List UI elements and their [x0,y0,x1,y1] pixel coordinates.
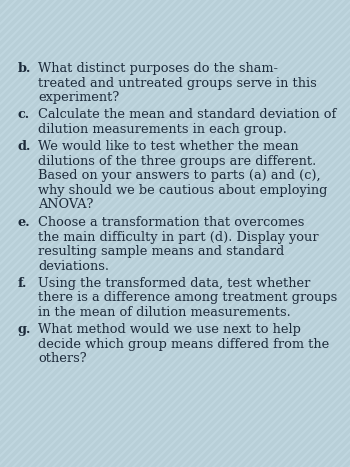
Text: deviations.: deviations. [38,260,109,273]
Text: c.: c. [18,108,30,121]
Text: Calculate the mean and standard deviation of: Calculate the mean and standard deviatio… [38,108,336,121]
Text: What method would we use next to help: What method would we use next to help [38,324,301,337]
Text: e.: e. [18,216,31,229]
Text: b.: b. [18,62,32,75]
Text: decide which group means differed from the: decide which group means differed from t… [38,338,329,351]
Text: g.: g. [18,324,32,337]
Text: others?: others? [38,353,87,366]
Text: resulting sample means and standard: resulting sample means and standard [38,245,284,258]
Text: treated and untreated groups serve in this: treated and untreated groups serve in th… [38,77,317,90]
Text: why should we be cautious about employing: why should we be cautious about employin… [38,184,327,197]
Text: Using the transformed data, test whether: Using the transformed data, test whether [38,277,310,290]
Text: the main difficulty in part (d). Display your: the main difficulty in part (d). Display… [38,231,318,243]
Text: there is a difference among treatment groups: there is a difference among treatment gr… [38,291,337,304]
Text: What distinct purposes do the sham-: What distinct purposes do the sham- [38,62,278,75]
Text: Choose a transformation that overcomes: Choose a transformation that overcomes [38,216,304,229]
Text: dilutions of the three groups are different.: dilutions of the three groups are differ… [38,155,316,168]
Text: f.: f. [18,277,27,290]
Text: in the mean of dilution measurements.: in the mean of dilution measurements. [38,306,291,319]
Text: dilution measurements in each group.: dilution measurements in each group. [38,123,287,136]
Text: experiment?: experiment? [38,91,119,104]
Text: We would like to test whether the mean: We would like to test whether the mean [38,141,299,154]
Text: d.: d. [18,141,32,154]
Text: ANOVA?: ANOVA? [38,198,93,212]
Text: Based on your answers to parts (a) and (c),: Based on your answers to parts (a) and (… [38,170,321,183]
